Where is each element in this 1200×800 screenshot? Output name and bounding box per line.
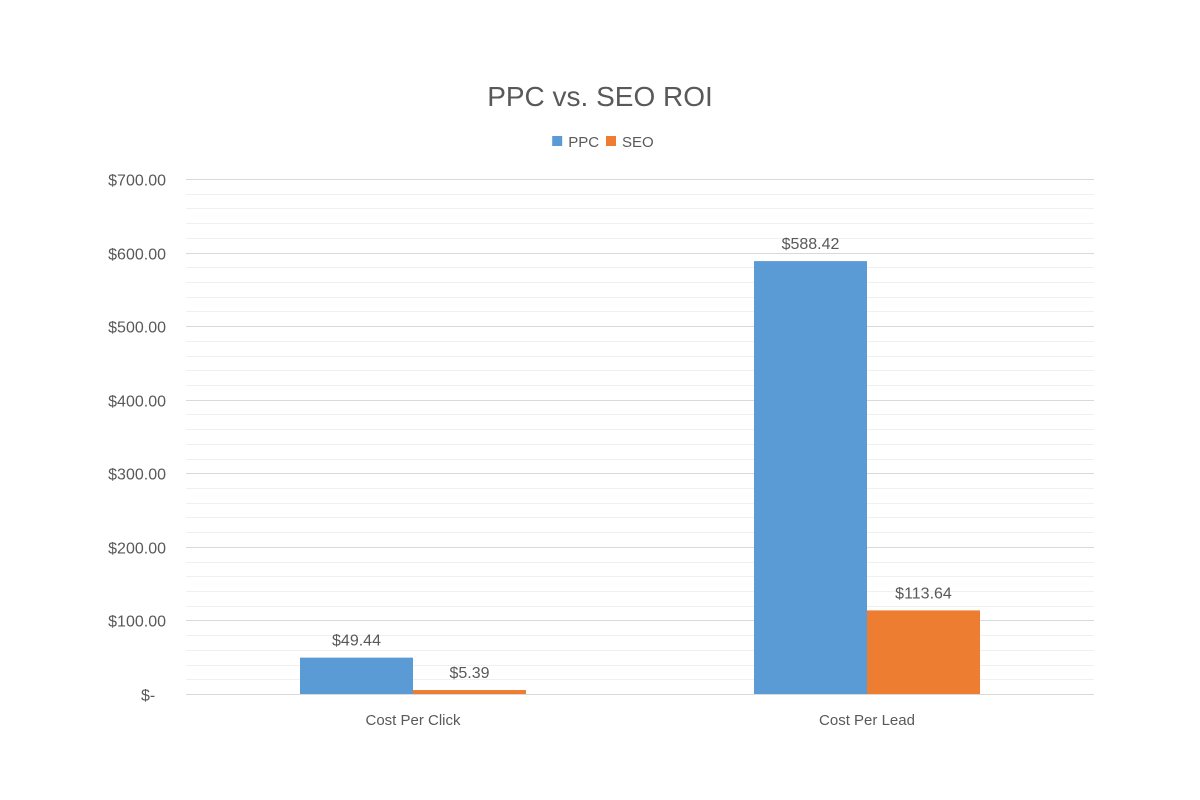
data-labels: $49.44 $5.39 $588.42 $113.64 bbox=[332, 236, 952, 682]
y-tick-label: $100.00 bbox=[108, 614, 166, 631]
data-label: $113.64 bbox=[895, 585, 952, 602]
y-tick-label: $400.00 bbox=[108, 394, 166, 411]
bar-seo-1 bbox=[867, 610, 980, 694]
data-label: $49.44 bbox=[332, 633, 381, 650]
y-tick-label: $600.00 bbox=[108, 247, 166, 264]
bars bbox=[300, 261, 980, 694]
bar-seo-0 bbox=[413, 690, 526, 694]
y-tick-label: $300.00 bbox=[108, 467, 166, 484]
y-tick-label: $- bbox=[141, 688, 155, 705]
data-label: $588.42 bbox=[782, 236, 840, 253]
bar-ppc-0 bbox=[300, 657, 413, 694]
gridlines bbox=[186, 179, 1094, 695]
legend-label-ppc: PPC bbox=[568, 134, 599, 151]
y-tick-label: $200.00 bbox=[108, 541, 166, 558]
data-label: $5.39 bbox=[449, 665, 489, 682]
legend: PPC SEO bbox=[552, 134, 654, 151]
legend-swatch-seo bbox=[606, 136, 616, 146]
legend-label-seo: SEO bbox=[622, 134, 654, 151]
x-category-label: Cost Per Lead bbox=[819, 712, 915, 729]
bar-ppc-1 bbox=[754, 261, 867, 694]
x-category-label: Cost Per Click bbox=[365, 712, 461, 729]
chart-title: PPC vs. SEO ROI bbox=[487, 81, 713, 112]
y-axis: $- $100.00 $200.00 $300.00 $400.00 $500.00 $60… bbox=[108, 173, 166, 705]
x-axis: Cost Per Click Cost Per Lead bbox=[365, 712, 914, 729]
y-tick-label: $700.00 bbox=[108, 173, 166, 190]
y-tick-label: $500.00 bbox=[108, 320, 166, 337]
legend-swatch-ppc bbox=[552, 136, 563, 146]
